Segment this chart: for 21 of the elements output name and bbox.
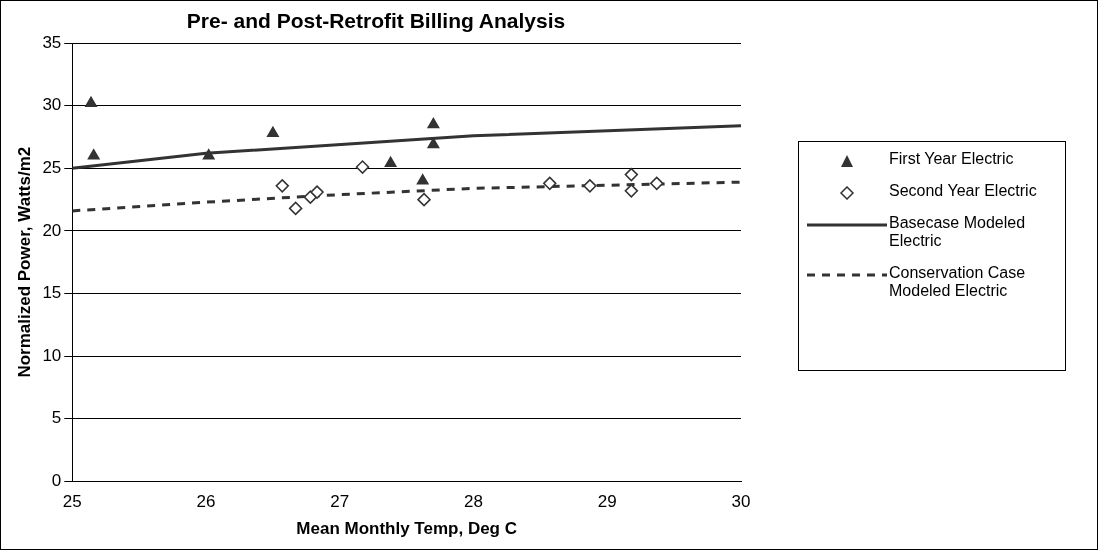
x-axis-title: Mean Monthly Temp, Deg C <box>296 519 518 539</box>
x-tick-label: 28 <box>464 492 483 512</box>
y-axis-title: Normalized Power, Watts/m2 <box>14 146 34 378</box>
x-tick-label: 27 <box>330 492 350 512</box>
y-tick-label: 5 <box>51 408 62 428</box>
y-tick-label: 30 <box>42 95 62 115</box>
legend-label: Second Year Electric <box>889 182 1037 200</box>
legend-label: First Year Electric <box>889 150 1014 168</box>
y-tick-label: 35 <box>42 32 62 52</box>
y-tick-label: 10 <box>42 345 62 365</box>
x-tick-label: 30 <box>731 492 751 512</box>
x-tick-label: 26 <box>196 492 216 512</box>
x-tick-label: 29 <box>597 492 617 512</box>
legend-label: Conservation Case Modeled Electric <box>889 264 1027 300</box>
legend-label: Basecase Modeled Electric <box>889 214 1027 250</box>
y-tick-label: 20 <box>42 220 62 240</box>
line-series <box>72 180 741 213</box>
y-tick-label: 25 <box>42 158 62 178</box>
chart-title: Pre- and Post-Retrofit Billing Analysis <box>186 9 566 33</box>
y-tick-label: 15 <box>42 283 62 303</box>
y-tick-label: 0 <box>51 470 62 490</box>
